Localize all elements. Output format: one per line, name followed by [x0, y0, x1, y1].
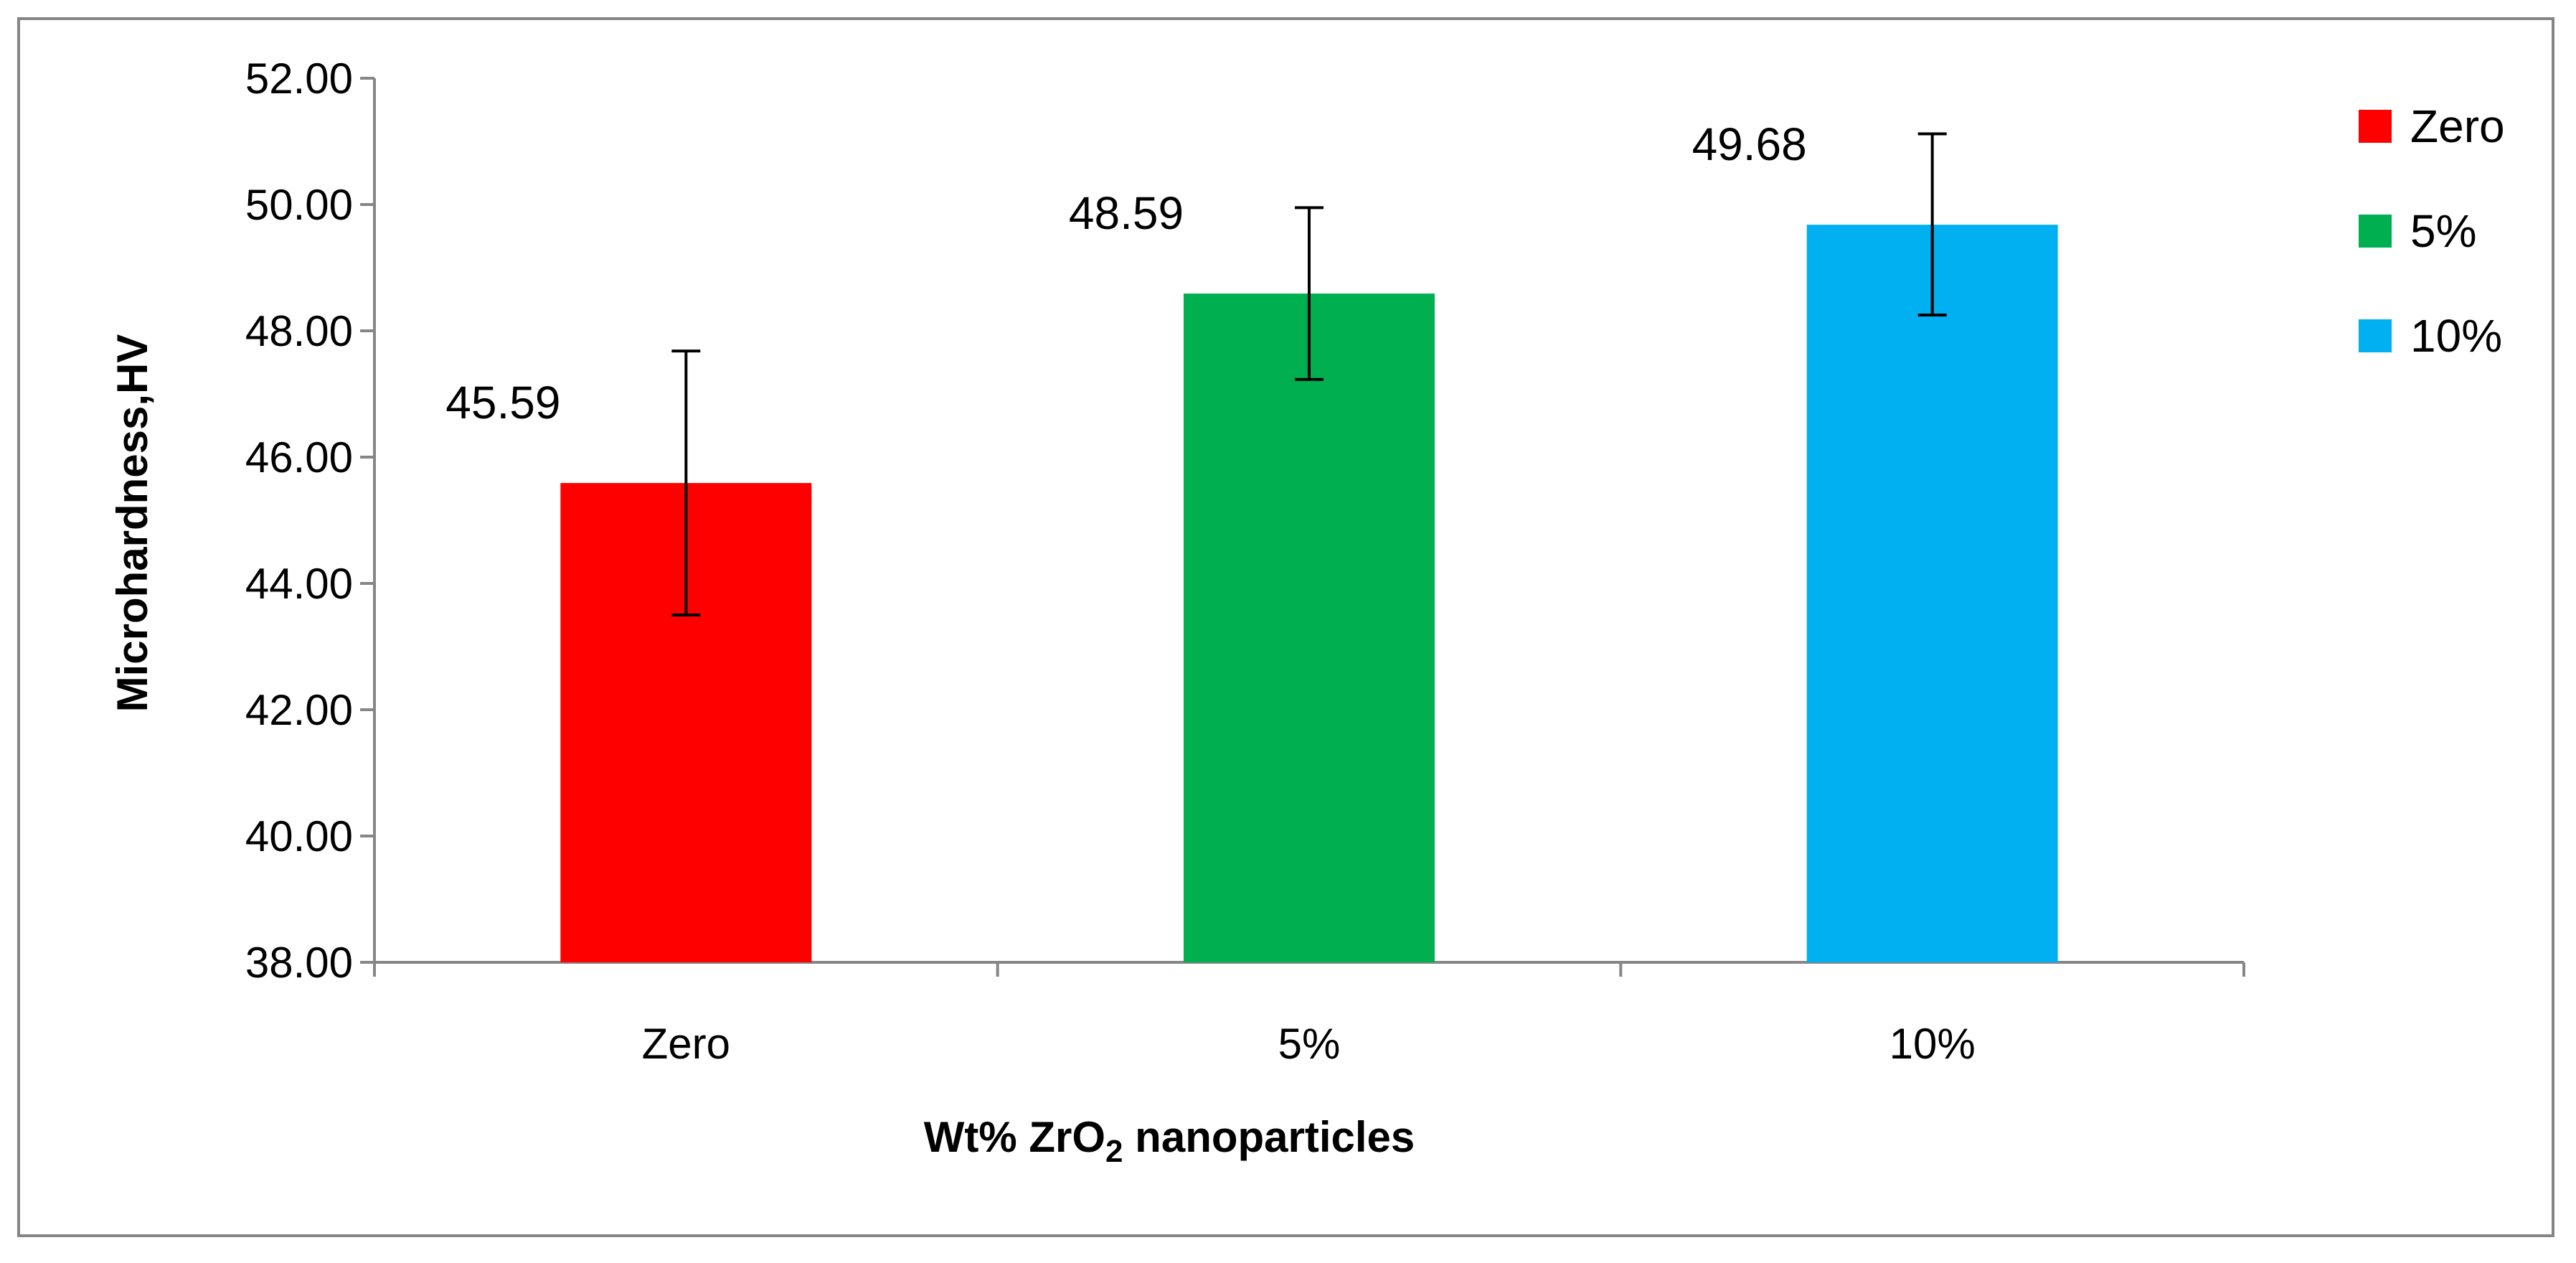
legend: Zero 5% 10% [2359, 100, 2505, 362]
y-axis: 38.00 40.00 42.00 44.00 46.00 48.00 50.00 52.00 [245, 55, 376, 987]
error-bar-0 [671, 349, 701, 616]
y-tick-label: 42.00 [245, 686, 353, 734]
y-tick-label: 50.00 [245, 181, 353, 229]
bar-2 [1806, 225, 2058, 962]
y-tick-label: 38.00 [245, 939, 353, 987]
x-axis-title-subscript: 2 [1105, 1134, 1123, 1169]
y-tick-label: 52.00 [245, 55, 353, 103]
x-tick-label: Zero [642, 1020, 730, 1068]
legend-swatch-0 [2359, 110, 2392, 143]
x-tick-label: 5% [1278, 1020, 1341, 1068]
y-tick-label: 48.00 [245, 307, 353, 355]
data-labels: 45.59 48.59 49.68 [445, 118, 1806, 428]
legend-label-0: Zero [2410, 100, 2505, 152]
x-axis: Zero 5% 10% [373, 961, 2245, 1068]
data-label-2: 49.68 [1692, 118, 1807, 170]
y-tick-label: 44.00 [245, 560, 353, 608]
data-label-1: 48.59 [1069, 187, 1184, 239]
x-axis-title: Wt% ZrO2 nanoparticles [924, 1113, 1415, 1169]
data-label-0: 45.59 [445, 377, 560, 428]
legend-swatch-2 [2359, 319, 2392, 352]
x-axis-title-main: Wt% ZrO [924, 1113, 1105, 1161]
legend-label-1: 5% [2410, 205, 2477, 257]
error-bar-1 [1295, 206, 1324, 381]
y-axis-title: Microhardness,HV [108, 334, 156, 713]
y-tick-label: 46.00 [245, 433, 353, 482]
error-bar-2 [1917, 132, 1947, 316]
bar-1 [1184, 294, 1435, 963]
x-tick-label: 10% [1889, 1020, 1976, 1068]
bars [560, 225, 2058, 963]
legend-label-2: 10% [2410, 310, 2502, 362]
y-tick-label: 40.00 [245, 812, 353, 860]
legend-swatch-1 [2359, 215, 2392, 248]
error-bars [671, 132, 1947, 616]
x-axis-title-rest: nanoparticles [1123, 1113, 1415, 1161]
